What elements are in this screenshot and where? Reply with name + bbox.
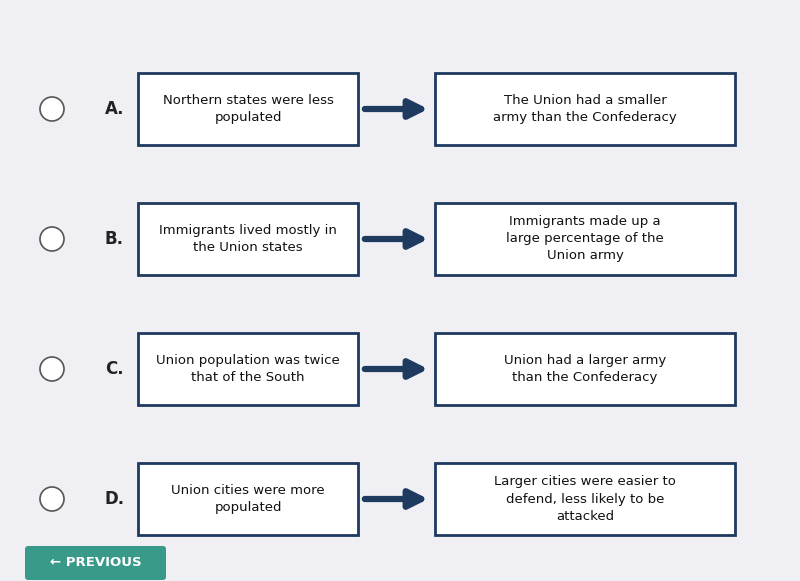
Text: ← PREVIOUS: ← PREVIOUS bbox=[50, 557, 142, 569]
FancyBboxPatch shape bbox=[435, 203, 735, 275]
Text: Union cities were more
populated: Union cities were more populated bbox=[171, 484, 325, 514]
Text: Union had a larger army
than the Confederacy: Union had a larger army than the Confede… bbox=[504, 354, 666, 384]
FancyBboxPatch shape bbox=[138, 463, 358, 535]
Circle shape bbox=[40, 227, 64, 251]
FancyBboxPatch shape bbox=[25, 546, 166, 580]
Circle shape bbox=[40, 97, 64, 121]
FancyBboxPatch shape bbox=[435, 463, 735, 535]
Text: B.: B. bbox=[105, 230, 124, 248]
Text: Immigrants lived mostly in
the Union states: Immigrants lived mostly in the Union sta… bbox=[159, 224, 337, 254]
Text: Union population was twice
that of the South: Union population was twice that of the S… bbox=[156, 354, 340, 384]
Text: Northern states were less
populated: Northern states were less populated bbox=[162, 94, 334, 124]
FancyBboxPatch shape bbox=[435, 333, 735, 405]
Circle shape bbox=[40, 357, 64, 381]
Text: C.: C. bbox=[105, 360, 124, 378]
FancyBboxPatch shape bbox=[138, 203, 358, 275]
FancyBboxPatch shape bbox=[138, 73, 358, 145]
Text: A.: A. bbox=[105, 100, 125, 118]
Text: The Union had a smaller
army than the Confederacy: The Union had a smaller army than the Co… bbox=[493, 94, 677, 124]
Text: Immigrants made up a
large percentage of the
Union army: Immigrants made up a large percentage of… bbox=[506, 216, 664, 263]
Text: D.: D. bbox=[105, 490, 125, 508]
FancyBboxPatch shape bbox=[138, 333, 358, 405]
Circle shape bbox=[40, 487, 64, 511]
FancyBboxPatch shape bbox=[435, 73, 735, 145]
Text: Larger cities were easier to
defend, less likely to be
attacked: Larger cities were easier to defend, les… bbox=[494, 475, 676, 522]
